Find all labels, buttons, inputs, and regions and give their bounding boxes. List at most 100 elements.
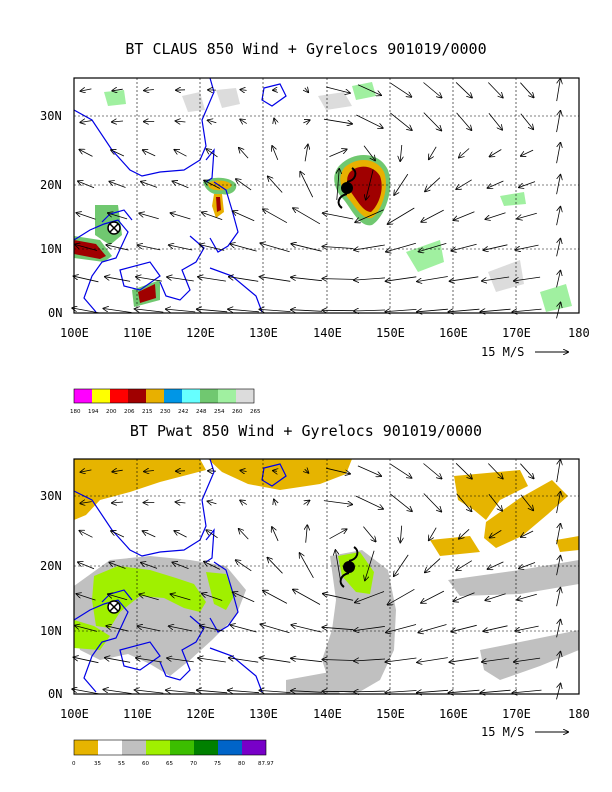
wind-vector xyxy=(519,181,536,188)
wind-vector xyxy=(456,560,473,571)
wind-vector xyxy=(105,277,131,282)
wind-vector xyxy=(484,244,508,250)
colorbar-label: 242 xyxy=(178,409,189,415)
wind-vector xyxy=(326,467,350,474)
colorbar-label: 180 xyxy=(70,409,81,415)
wind-vector xyxy=(450,657,479,662)
wind-vector xyxy=(75,245,98,251)
panel2-typhoon-symbol xyxy=(339,546,359,588)
wind-vector xyxy=(207,149,218,158)
wind-vector xyxy=(198,277,226,282)
lon-label: 130E xyxy=(249,326,278,340)
lon-label: 110E xyxy=(123,326,152,340)
wind-vector xyxy=(104,309,132,313)
wind-vector xyxy=(451,243,477,251)
wind-vector xyxy=(197,309,228,312)
wind-vector xyxy=(515,625,539,631)
wind-vector xyxy=(429,146,437,159)
wind-vector xyxy=(306,525,308,543)
wind-vector xyxy=(556,79,561,102)
panel1-colorbar: 180 194 200 206 215 230 242 248 254 260 … xyxy=(70,388,261,415)
wind-vector xyxy=(490,530,502,537)
panel2-lon-axis: 100E 110E 120E 130E 140E 150E 160E 170E … xyxy=(60,707,590,721)
wind-vector xyxy=(421,590,445,603)
colorbar-label: 0 xyxy=(72,761,76,767)
panel1-title: BT CLAUS 850 Wind + Gyrelocs 901019/0000 xyxy=(125,40,487,58)
colorbar-swatch xyxy=(218,389,236,403)
colorbar-label: 70 xyxy=(190,761,197,767)
wind-vector xyxy=(556,303,561,319)
wind-vector xyxy=(386,276,417,281)
wind-vector xyxy=(239,148,249,159)
wind-vector xyxy=(394,554,409,576)
wind-vector xyxy=(261,624,290,634)
panel1-coastlines xyxy=(73,77,287,313)
wind-vector xyxy=(386,624,417,633)
wind-vector xyxy=(326,86,350,93)
panel1-map xyxy=(72,77,580,319)
panel1-lon-axis: 100E 110E 120E 130E 140E 150E 160E 170E … xyxy=(60,326,590,340)
wind-vector xyxy=(390,82,412,97)
wind-vector xyxy=(240,90,247,91)
wind-vector xyxy=(481,690,511,693)
wind-vector xyxy=(228,309,259,312)
panel2-map xyxy=(72,458,580,700)
wind-vector xyxy=(556,524,561,545)
wind-vector xyxy=(354,244,385,250)
panel2-title: BT Pwat 850 Wind + Gyrelocs 901019/0000 xyxy=(129,422,483,440)
wind-vector xyxy=(144,471,154,472)
colorbar-swatch xyxy=(236,389,254,403)
wind-vector xyxy=(390,112,411,130)
wind-vector xyxy=(141,182,158,188)
colorbar-swatch xyxy=(200,389,218,403)
panel1-cloud-shading xyxy=(74,82,572,312)
wind-vector xyxy=(449,309,480,312)
wind-vector xyxy=(200,245,225,251)
wind-vector xyxy=(229,277,259,282)
wind-vector xyxy=(139,594,159,601)
wind-vector xyxy=(556,271,561,288)
wind-vector xyxy=(450,276,479,281)
lat-label: 30N xyxy=(40,109,62,123)
wind-vector xyxy=(291,625,322,633)
lon-label: 180 xyxy=(568,326,590,340)
wind-vector xyxy=(111,531,125,538)
wind-vector xyxy=(417,657,448,663)
colorbar-label: 248 xyxy=(196,409,207,415)
wind-vector xyxy=(197,690,228,693)
lat-label: 30N xyxy=(40,489,62,503)
wind-vector xyxy=(556,175,561,195)
wind-vector xyxy=(263,209,288,224)
wind-vector xyxy=(233,592,255,603)
colorbar-swatch xyxy=(218,740,242,755)
lon-label: 130E xyxy=(249,707,278,721)
wind-vector xyxy=(111,150,125,157)
wind-vector xyxy=(449,690,480,693)
colorbar-swatch xyxy=(146,389,164,403)
wind-vector xyxy=(239,529,249,540)
wind-vector xyxy=(143,531,156,538)
wind-vector xyxy=(176,121,186,122)
wind-vector xyxy=(388,588,415,604)
colorbar-label: 194 xyxy=(88,409,99,415)
wind-vector xyxy=(386,309,417,311)
panel2-grid xyxy=(74,459,579,694)
wind-vector xyxy=(112,470,123,472)
wind-vector xyxy=(110,182,126,188)
wind-vector xyxy=(303,501,310,505)
wind-vector xyxy=(389,493,412,511)
wind-vector xyxy=(417,690,449,692)
wind-vector xyxy=(323,118,352,124)
wind-vector xyxy=(108,594,128,601)
wind-vector xyxy=(106,626,129,632)
colorbar-swatch xyxy=(122,740,146,755)
lon-label: 150E xyxy=(376,326,405,340)
wind-vector xyxy=(169,245,193,251)
wind-vector xyxy=(454,211,475,220)
wind-vector xyxy=(72,689,100,695)
wind-vector xyxy=(108,213,128,220)
wind-vector xyxy=(272,146,279,161)
lat-label: 0N xyxy=(48,306,62,320)
wind-vector xyxy=(231,625,257,633)
lon-label: 160E xyxy=(439,326,468,340)
